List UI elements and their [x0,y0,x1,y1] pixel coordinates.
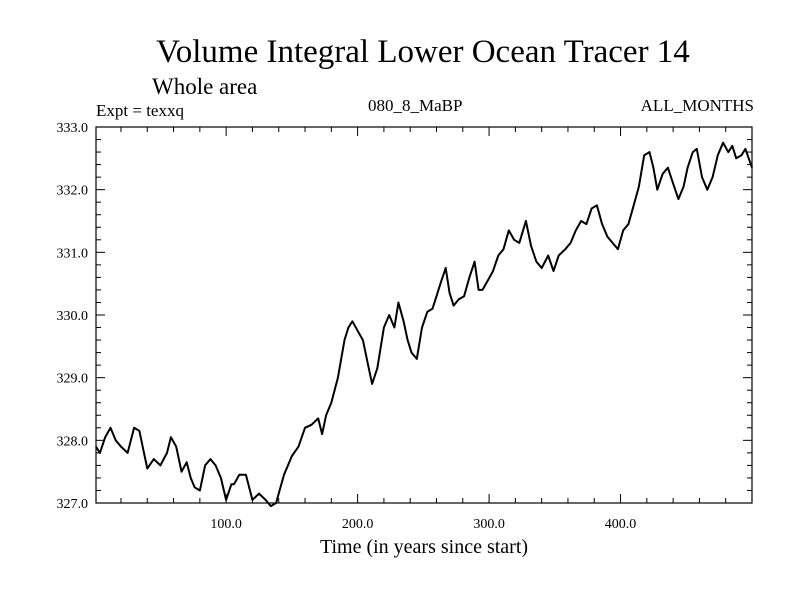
experiment-label: Expt = texxq [96,101,184,120]
x-tick-label: 100.0 [210,517,242,532]
x-tick-label: 400.0 [605,517,637,532]
x-axis-label: Time (in years since start) [319,536,529,558]
axis-ticks [96,126,752,504]
plot-frame [95,126,753,504]
x-tick-label: 200.0 [342,517,374,532]
run-label: 080_8_MaBP [368,96,463,115]
y-tick-label: 331.0 [57,246,89,261]
chart-subtitle: Whole area [152,74,258,99]
series-line [95,141,753,508]
y-tick-label: 330.0 [57,309,89,324]
axis-tick-labels: 100.0 200.0 300.0 400.0 327.0 328.0 329.0 330.0… [57,121,637,532]
months-label: ALL_MONTHS [640,96,754,115]
y-tick-label: 332.0 [57,184,89,199]
x-tick-label: 300.0 [473,517,505,532]
y-tick-label: 333.0 [57,121,89,136]
y-tick-label: 328.0 [57,434,89,449]
chart-title: Volume Integral Lower Ocean Tracer 14 [156,34,690,70]
y-tick-label: 327.0 [57,497,89,512]
data-series [95,141,753,508]
y-tick-label: 329.0 [57,372,89,387]
